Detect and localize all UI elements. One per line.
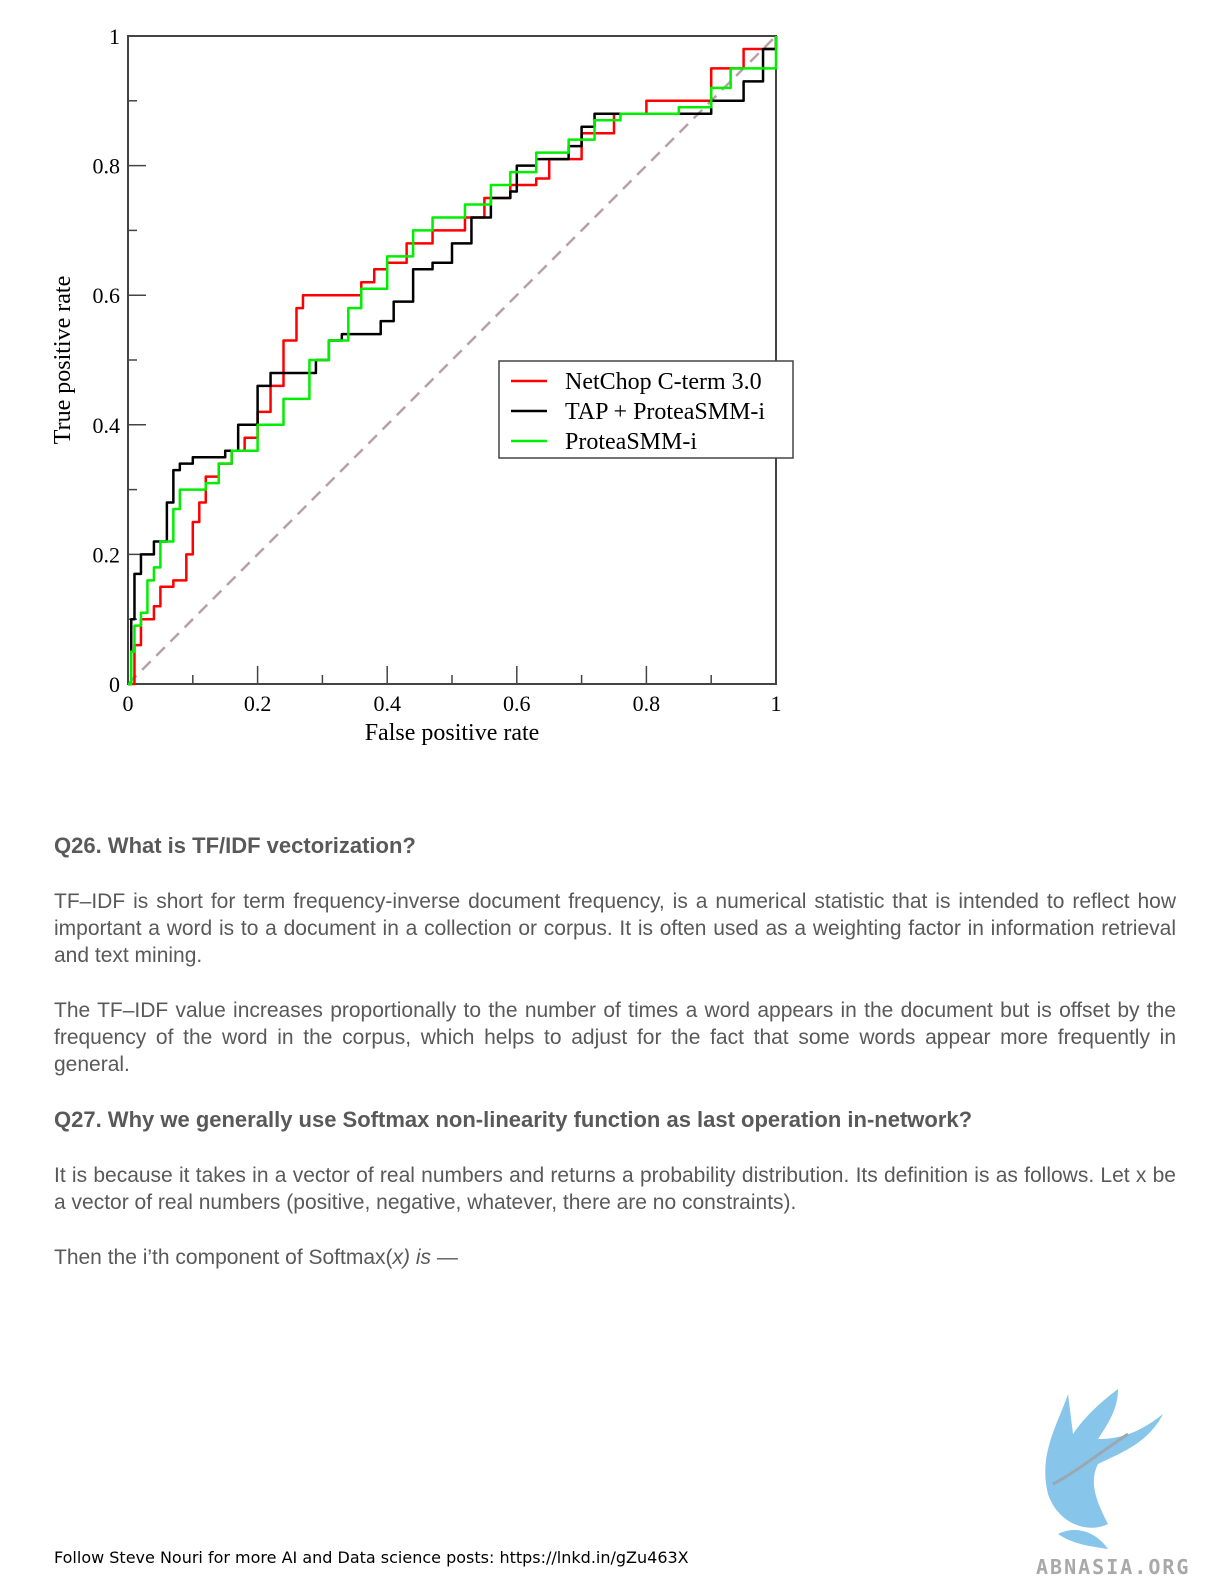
series-line-0: [128, 36, 778, 686]
x-tick-label: 0.8: [633, 691, 661, 716]
x-tick-label: 0.4: [373, 691, 401, 716]
paragraph-tfidf-definition: TF–IDF is short for term frequency-inver…: [54, 890, 1176, 967]
y-axis-label: True positive rate: [50, 276, 76, 444]
legend-label: NetChop C-term 3.0: [565, 369, 762, 395]
softmax-text-italic: x) is: [392, 1246, 432, 1269]
series-line-1: [128, 36, 778, 686]
legend: NetChop C-term 3.0 TAP + ProteaSMM-i Prote…: [498, 360, 794, 459]
softmax-text-dash: —: [431, 1246, 458, 1269]
paragraph-tfidf-value: The TF–IDF value increases proportionall…: [54, 999, 1176, 1076]
question-26-heading: Q26. What is TF/IDF vectorization?: [54, 833, 416, 858]
y-tick-label: 0: [109, 672, 120, 697]
footer-text: Follow Steve Nouri for more AI and Data …: [54, 1548, 689, 1567]
series-line-2: [128, 36, 778, 686]
y-tick-label: 0.6: [93, 283, 121, 308]
x-tick-label: 1: [771, 691, 782, 716]
logo-text: ABNASIA.ORG: [1036, 1555, 1191, 1579]
x-tick-label: 0.2: [244, 691, 272, 716]
question-27-heading: Q27. Why we generally use Softmax non-li…: [54, 1107, 973, 1132]
y-tick-label: 0.8: [93, 154, 121, 179]
x-tick-label: 0.6: [503, 691, 531, 716]
y-tick-label: 0.4: [93, 413, 121, 438]
legend-label: ProteaSMM-i: [565, 429, 697, 455]
paragraph-softmax-component: Then the i’th component of Softmax(x) is…: [54, 1244, 1176, 1271]
abnasia-logo: [1045, 1389, 1163, 1549]
legend-box: [498, 360, 794, 459]
paragraph-softmax-definition: It is because it takes in a vector of re…: [54, 1164, 1176, 1214]
y-tick-label: 1: [109, 24, 120, 49]
softmax-text-start: Then the i’th component of Softmax(: [54, 1246, 393, 1269]
reference-diagonal-line: [127, 35, 777, 685]
legend-label: TAP + ProteaSMM-i: [565, 399, 765, 425]
y-tick-label: 0.2: [93, 542, 121, 567]
x-tick-label: 0: [123, 691, 134, 716]
roc-chart: 0 0.2 0.4 0.6 0.8 1 0 0.2 0.4 0.6 0.8 1 False posit…: [50, 24, 794, 746]
x-axis-label: False positive rate: [365, 720, 540, 746]
